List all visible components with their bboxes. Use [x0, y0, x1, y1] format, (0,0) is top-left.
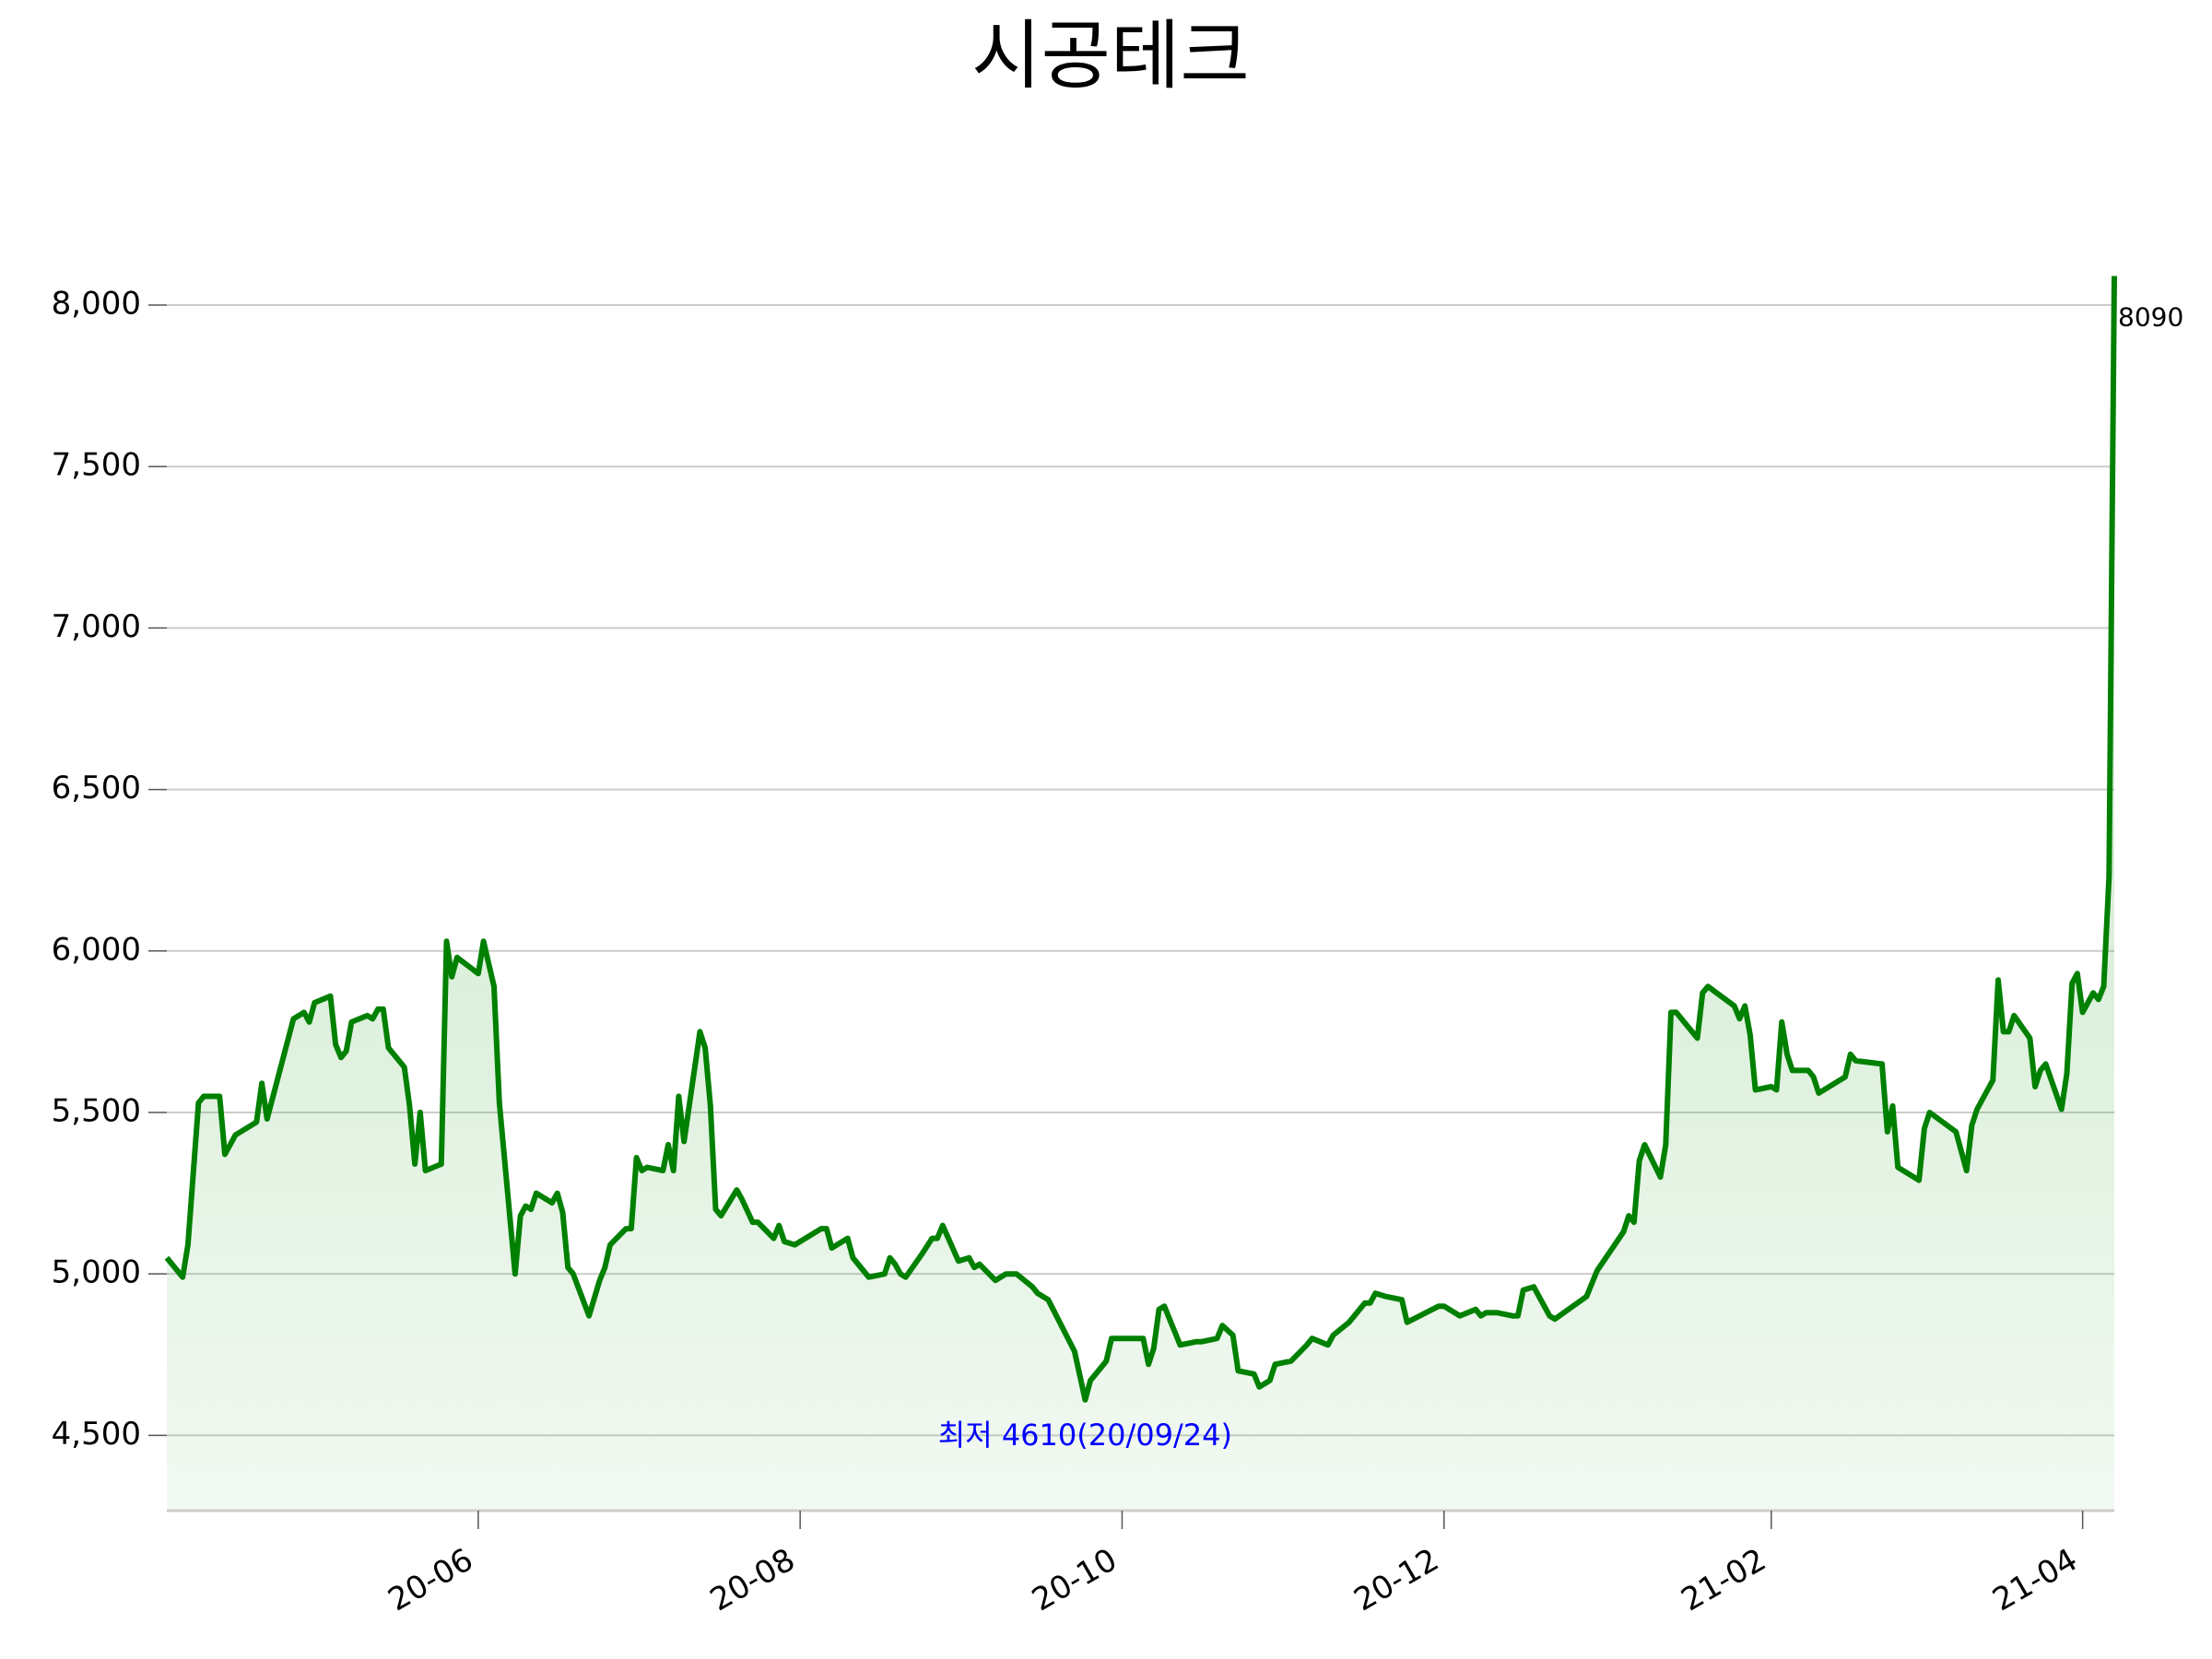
x-tick-label: 20-12 [1347, 1541, 1445, 1618]
data-label: 8090 [2118, 302, 2183, 333]
x-tick-label: 20-10 [1026, 1541, 1124, 1618]
y-tick-label: 7,500 [52, 447, 141, 484]
line [164, 276, 2117, 1403]
y-tick-label: 5,000 [52, 1254, 141, 1291]
y-tick-label: 8,000 [52, 286, 141, 323]
annotation: 최저 4610(20/09/24) [938, 1418, 1232, 1453]
y-tick-label: 6,000 [52, 931, 141, 968]
area [167, 276, 2114, 1511]
x-tick-label: 21-02 [1675, 1541, 1772, 1618]
x-tick-label: 21-04 [1986, 1541, 2084, 1618]
y-tick-label: 7,000 [52, 608, 141, 645]
x-tick-label: 20-06 [382, 1541, 480, 1618]
x-tick-label: 20-08 [704, 1541, 802, 1618]
y-tick-label: 4,500 [52, 1416, 141, 1453]
y-tick-label: 5,500 [52, 1092, 141, 1129]
y-tick-label: 6,500 [52, 770, 141, 806]
chart-title: 시공테크 [971, 12, 1250, 100]
